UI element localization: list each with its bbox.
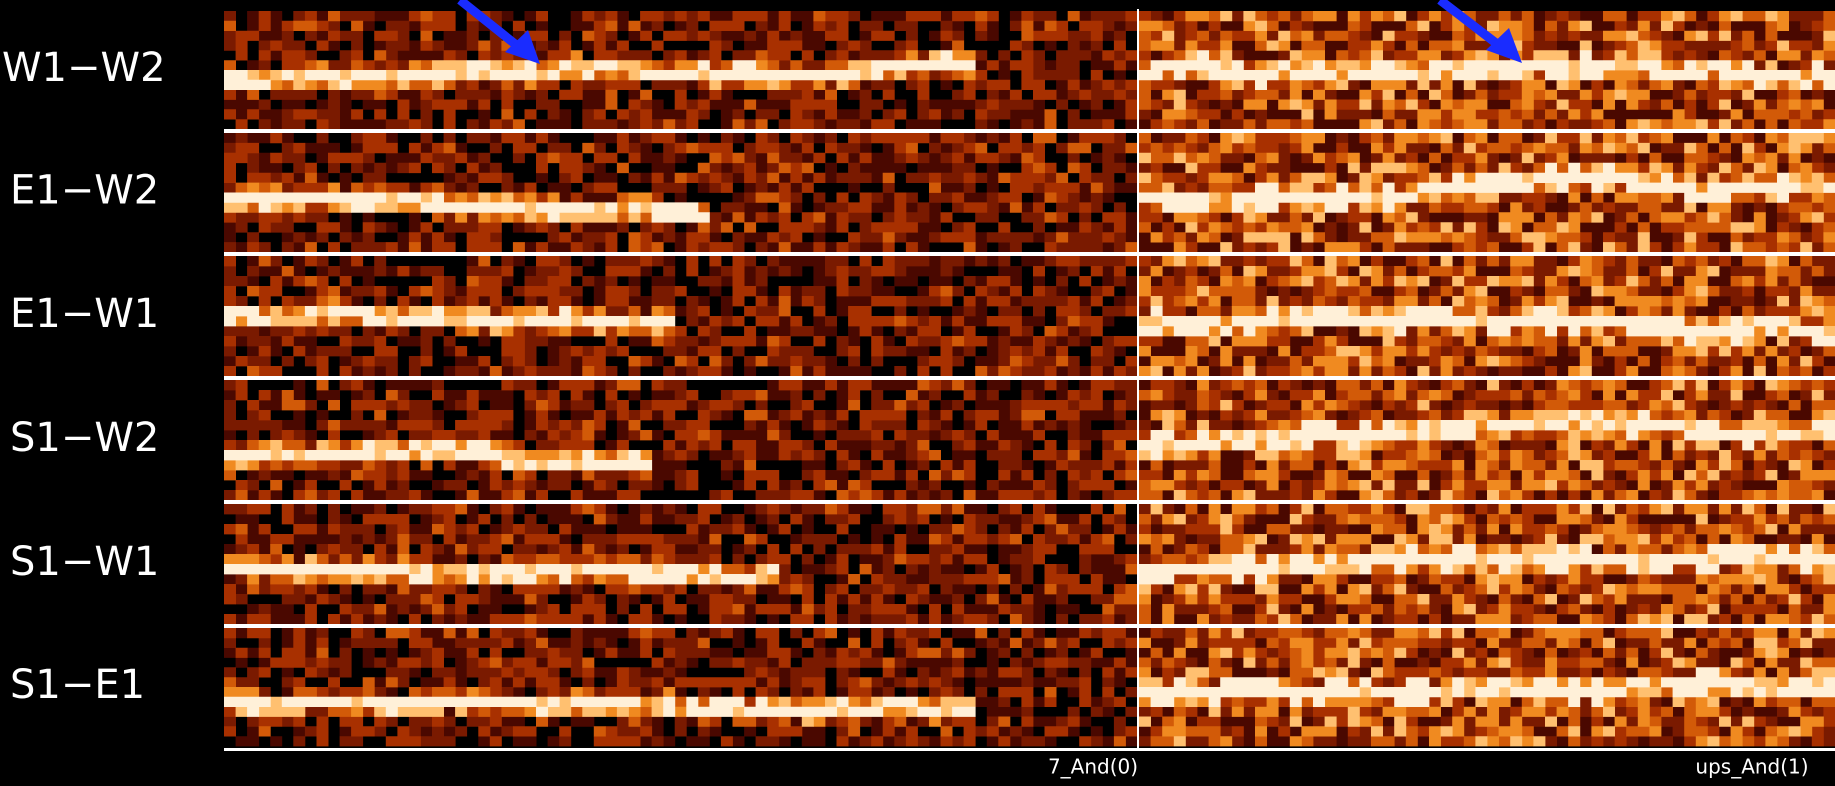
row-label: S1−W1: [10, 539, 159, 585]
row-label: E1−W2: [10, 168, 159, 214]
row-label: S1−W2: [10, 415, 159, 461]
row-separator: [224, 624, 1835, 628]
row-separator: [224, 129, 1835, 133]
panel-label: 7_And(0): [1048, 755, 1138, 779]
fringe-display: W1−W2 E1−W2 E1−W1 S1−W2 S1−W1 S1−E1 7_And(0) up…: [0, 0, 1835, 786]
row-label: W1−W2: [2, 45, 166, 91]
panel-separator: [1137, 9, 1139, 748]
panel-label: ups_And(1): [1695, 755, 1808, 779]
bottom-border: [224, 748, 1835, 751]
row-separator: [224, 376, 1835, 380]
row-separator: [224, 500, 1835, 504]
row-separator: [224, 252, 1835, 256]
row-label: S1−E1: [10, 662, 145, 708]
page: W1−W2 E1−W2 E1−W1 S1−W2 S1−W1 S1−E1 7_And(0) up…: [0, 0, 1835, 786]
row-label: E1−W1: [10, 291, 159, 337]
